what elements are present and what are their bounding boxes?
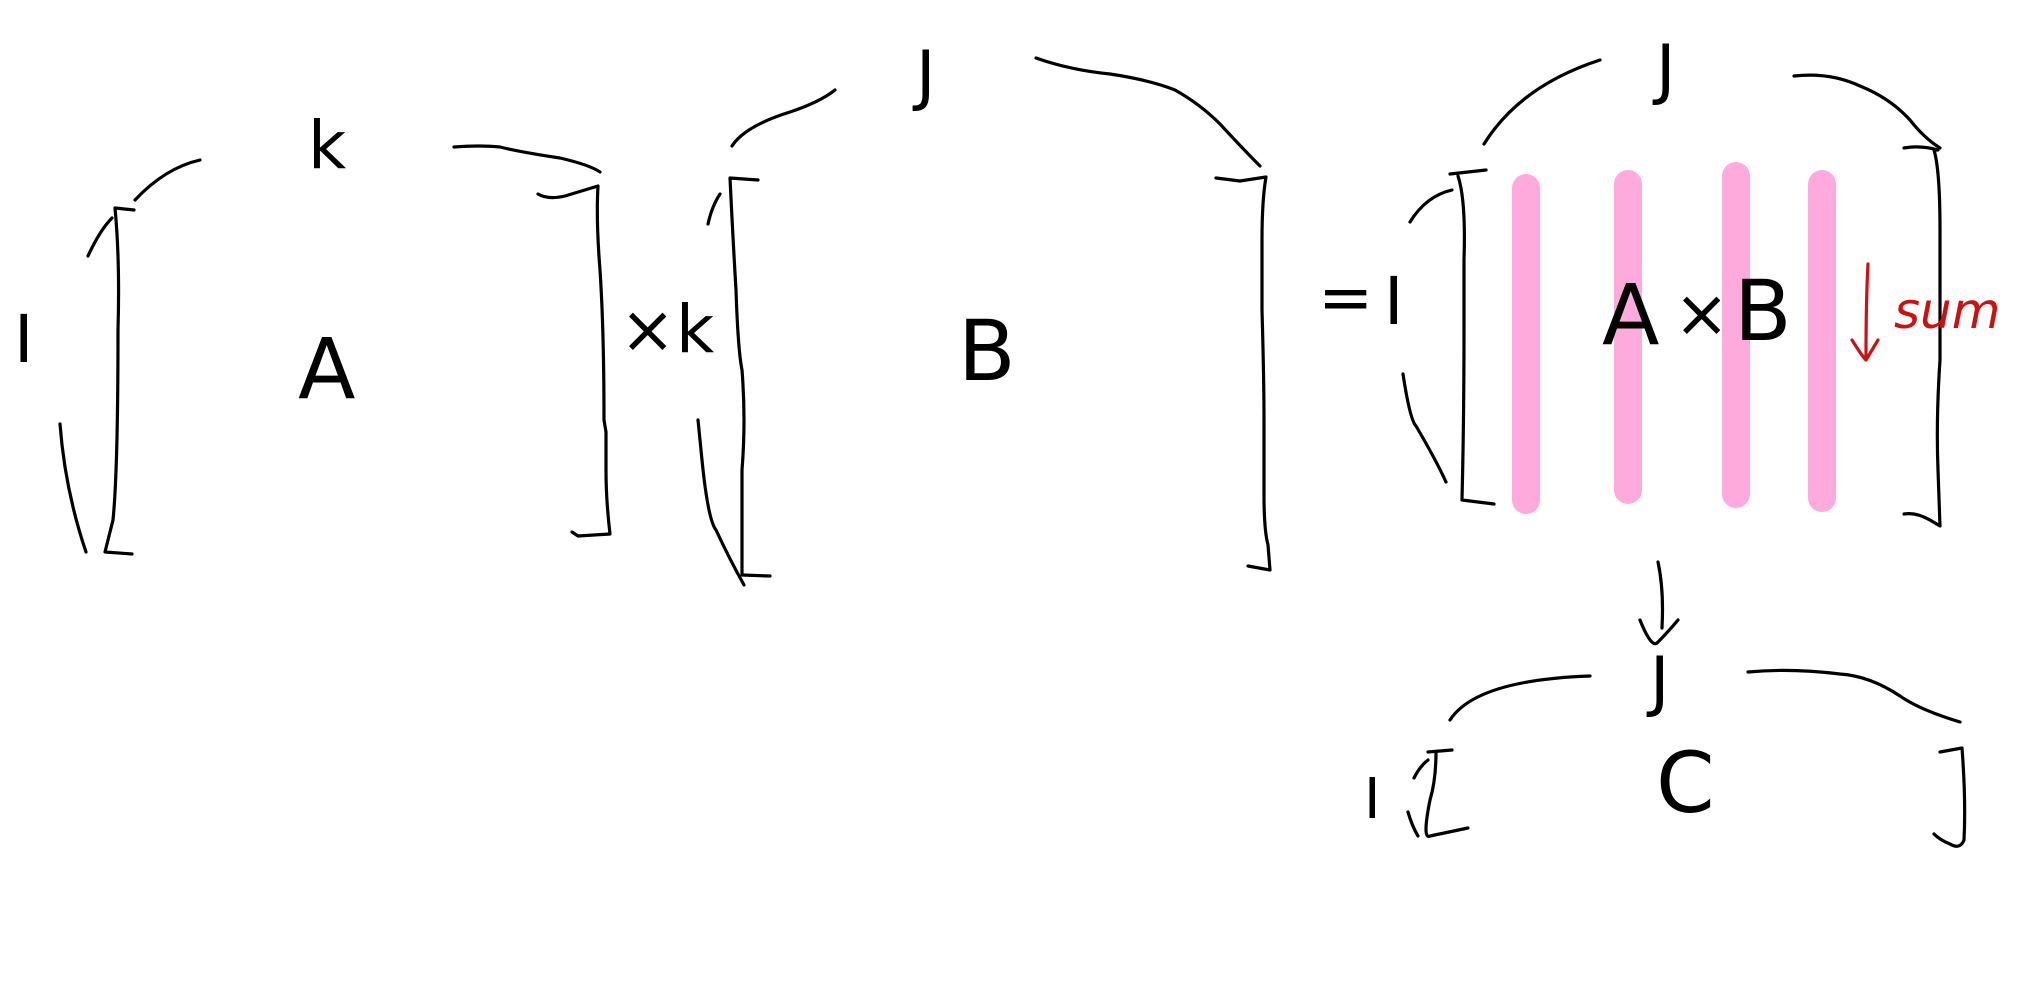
matrix-a-col-brace-right (452, 144, 602, 174)
matrix-b-row-brace-bottom (696, 418, 746, 587)
product-column-stripes (1512, 162, 1836, 514)
matrix-a-right-bracket (536, 184, 612, 538)
product-name-right: B (1734, 262, 1792, 360)
product-rows-label: I (1384, 263, 1403, 340)
matrix-b-col-brace-left (730, 88, 837, 148)
product-col-brace-left (1482, 58, 1602, 146)
matrix-b: J k B (676, 37, 1272, 587)
result-col-brace-right (1746, 668, 1962, 724)
matrix-b-right-bracket (1214, 175, 1272, 572)
result-row-brace-top (1412, 758, 1430, 780)
product-left-bracket (1448, 168, 1496, 506)
product-name-left: A (1602, 266, 1659, 364)
result-name: C (1656, 734, 1715, 832)
result-col-brace-left (1448, 674, 1592, 722)
result-matrix: J I C (1364, 643, 1967, 848)
matrix-a-rows-label: I (14, 301, 33, 378)
result-row-brace-bottom (1406, 810, 1420, 838)
result-right-bracket (1932, 746, 1967, 848)
product-row-brace-bottom (1401, 372, 1448, 484)
matrix-a-left-bracket (103, 206, 136, 556)
matrix-b-cols-label: J (912, 37, 935, 114)
matrix-b-rows-label: k (676, 291, 715, 368)
matrix-a-cols-label: k (308, 107, 347, 184)
matrix-a: k I A (14, 107, 612, 556)
result-rows-label: I (1364, 767, 1381, 832)
product-column-stripe (1808, 170, 1836, 512)
matrix-b-row-brace-top (706, 192, 722, 226)
down-arrow (1638, 560, 1680, 646)
product-column-stripe (1722, 162, 1750, 508)
matrix-a-col-brace-left (133, 158, 202, 202)
matrix-a-name: A (298, 320, 355, 418)
times-symbol: × (620, 291, 675, 368)
product-row-brace-top (1408, 188, 1454, 224)
product-right-bracket (1902, 145, 1942, 528)
product-cols-label: J (1652, 31, 1675, 108)
result-cols-label: J (1646, 643, 1669, 720)
matrix-b-left-bracket (728, 176, 772, 578)
product-matrix: J I A × B sum (1384, 31, 2000, 528)
product-column-stripe (1512, 174, 1540, 514)
product-col-brace-right (1792, 73, 1942, 150)
matrix-a-row-brace-top (86, 216, 114, 258)
matrix-b-name: B (958, 302, 1016, 400)
matrix-b-col-brace-right (1034, 56, 1262, 168)
product-times-symbol: × (1674, 275, 1729, 352)
sum-arrow (1850, 262, 1880, 362)
product-column-stripe (1614, 170, 1642, 504)
sum-label: sum (1894, 282, 2000, 340)
equals-symbol: = (1318, 259, 1373, 336)
matrix-a-row-brace-bottom (58, 422, 88, 554)
result-left-bracket (1424, 748, 1470, 838)
